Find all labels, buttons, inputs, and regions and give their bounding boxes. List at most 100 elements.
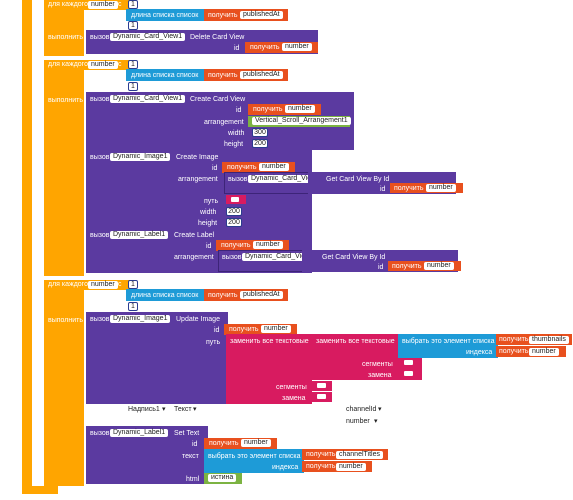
- create-image-width: width: [200, 209, 217, 216]
- dropdown-caret-icon-3: ▾: [378, 406, 382, 413]
- set-text-get-number[interactable]: [204, 438, 277, 449]
- delete-card-number[interactable]: number: [282, 43, 312, 51]
- loop2-to: до: [112, 73, 120, 80]
- create-label-get-number[interactable]: [216, 240, 289, 251]
- set-text-method: Set Text: [174, 430, 200, 437]
- loop2-block[interactable]: [44, 60, 84, 276]
- loop2-published[interactable]: publishedAt: [240, 71, 283, 79]
- create-card-arrangement: arrangement: [204, 119, 244, 126]
- loop1-step: с шагом: [94, 23, 121, 30]
- text-dropdown[interactable]: Текст: [174, 406, 192, 413]
- loop1-published[interactable]: publishedAt: [240, 11, 283, 19]
- loop1-list-len-label: длина списка список: [131, 12, 199, 19]
- create-label-method: Create Label: [174, 232, 215, 239]
- loop2-step-val[interactable]: 1: [128, 82, 138, 91]
- create-image-number[interactable]: number: [259, 163, 289, 171]
- update-image-path: путь: [206, 339, 221, 346]
- set-text-id: id: [192, 441, 198, 448]
- select-thumbnails-block[interactable]: [398, 334, 498, 358]
- replace-all-outer[interactable]: [226, 334, 312, 404]
- create-image-component[interactable]: Dynamic_Image1: [110, 153, 171, 161]
- update-image-id: id: [214, 327, 220, 334]
- create-card-width-value[interactable]: 300: [252, 128, 268, 137]
- get-card-view-number-2[interactable]: number: [424, 262, 454, 270]
- create-card-height-value[interactable]: 200: [252, 139, 268, 148]
- replace-all-inner-segments: сегменты: [362, 361, 393, 368]
- create-card-get-number[interactable]: [248, 104, 321, 115]
- delete-card-get-label: получить: [250, 44, 280, 51]
- loop2-step: с шагом: [94, 84, 121, 91]
- update-image-call-label: вызов: [90, 316, 110, 323]
- dropdown-caret-icon-1: ▾: [162, 406, 166, 413]
- select-thumbnails-index: индекса: [466, 349, 493, 356]
- get-card-view-call-label-2: вызов: [222, 254, 242, 261]
- create-image-width-value[interactable]: 200: [226, 207, 242, 216]
- create-image-get-number[interactable]: [222, 162, 295, 173]
- set-text-html: html: [186, 476, 200, 483]
- loop3-list-len[interactable]: [126, 289, 204, 301]
- loop3-step-val[interactable]: 1: [128, 302, 138, 311]
- create-card-method: Create Card View: [190, 96, 246, 103]
- create-label-get-label: получить: [221, 242, 251, 249]
- dropdown-caret-icon-2: ▾: [193, 406, 197, 413]
- loop3-published[interactable]: publishedAt: [240, 291, 283, 299]
- create-image-height-value[interactable]: 200: [226, 218, 242, 227]
- loop1-var[interactable]: number: [88, 1, 118, 9]
- loop1-from-val[interactable]: 1: [128, 0, 138, 9]
- update-image-call[interactable]: [86, 312, 228, 404]
- loop1-list-len[interactable]: [126, 9, 204, 21]
- update-image-number[interactable]: number: [261, 325, 291, 333]
- get-card-view-number-1[interactable]: number: [426, 184, 456, 192]
- update-image-get-label: получить: [229, 326, 259, 333]
- get-index-number-value-2[interactable]: number: [336, 463, 366, 471]
- create-card-component[interactable]: Dynamic_Card_View1: [110, 95, 186, 103]
- delete-card-get-number[interactable]: [245, 42, 318, 53]
- replace-all-outer-label: заменить все текстовые: [230, 338, 309, 345]
- update-image-component[interactable]: Dynamic_Image1: [110, 315, 171, 323]
- create-card-width: width: [228, 130, 245, 137]
- create-card-number[interactable]: number: [285, 105, 315, 113]
- replace-all-outer-replacement: замена: [282, 395, 306, 402]
- replace-all-outer-segments: сегменты: [276, 384, 307, 391]
- create-image-method: Create Image: [176, 154, 219, 161]
- get-index-number-value-1[interactable]: number: [529, 348, 559, 356]
- create-card-arrangement-value[interactable]: Vertical_Scroll_Arrangement1: [252, 117, 351, 125]
- get-channel-titles-value[interactable]: channelTitles: [336, 451, 383, 459]
- empty-string-icon: [231, 197, 239, 202]
- set-text-get-label: получить: [209, 440, 239, 447]
- loop1-get-label: получить: [208, 12, 238, 19]
- loop3-block[interactable]: [44, 280, 84, 486]
- label1-dropdown[interactable]: Надпись1: [128, 406, 160, 413]
- get-card-view-method-2: Get Card View By Id: [322, 254, 386, 261]
- loop1-for-each: для каждого: [48, 1, 88, 8]
- delete-card-component[interactable]: Dynamic_Card_View1: [110, 33, 186, 41]
- create-image-arrangement: arrangement: [178, 176, 218, 183]
- true-logic-value[interactable]: истина: [208, 474, 237, 482]
- loop3-var[interactable]: number: [88, 281, 118, 289]
- loop2-var[interactable]: number: [88, 61, 118, 69]
- loop3-from: с: [118, 281, 122, 288]
- event-block-rail: [22, 0, 32, 494]
- loop3-from-val[interactable]: 1: [128, 280, 138, 289]
- select-channel-titles-block[interactable]: [204, 449, 304, 473]
- set-text-number[interactable]: number: [241, 439, 271, 447]
- create-card-id: id: [236, 107, 242, 114]
- set-text-text: текст: [182, 453, 199, 460]
- set-text-component[interactable]: Dynamic_Label1: [110, 429, 169, 437]
- get-card-view-component-2[interactable]: Dynamic_Card_View1: [242, 253, 318, 261]
- loop2-from-val[interactable]: 1: [128, 60, 138, 69]
- create-label-number[interactable]: number: [253, 241, 283, 249]
- loop2-list-len[interactable]: [126, 69, 204, 81]
- replace-all-inner-replacement: замена: [368, 372, 392, 379]
- create-label-component[interactable]: Dynamic_Label1: [110, 231, 169, 239]
- channel-id-dropdown[interactable]: channelId: [346, 406, 377, 413]
- loop2-list-len-label: длина списка список: [131, 72, 199, 79]
- loop3-for-each: для каждого: [48, 281, 88, 288]
- delete-card-id: id: [234, 45, 240, 52]
- update-image-get-number[interactable]: [224, 324, 297, 335]
- get-card-view-component-1[interactable]: Dynamic_Card_View1: [248, 175, 324, 183]
- loop1-step-val[interactable]: 1: [128, 21, 138, 30]
- number-dropdown[interactable]: number: [346, 418, 370, 425]
- get-thumbnails-value[interactable]: thumbnails: [529, 336, 569, 344]
- select-channel-titles-label: выбрать это элемент списка: [208, 453, 301, 460]
